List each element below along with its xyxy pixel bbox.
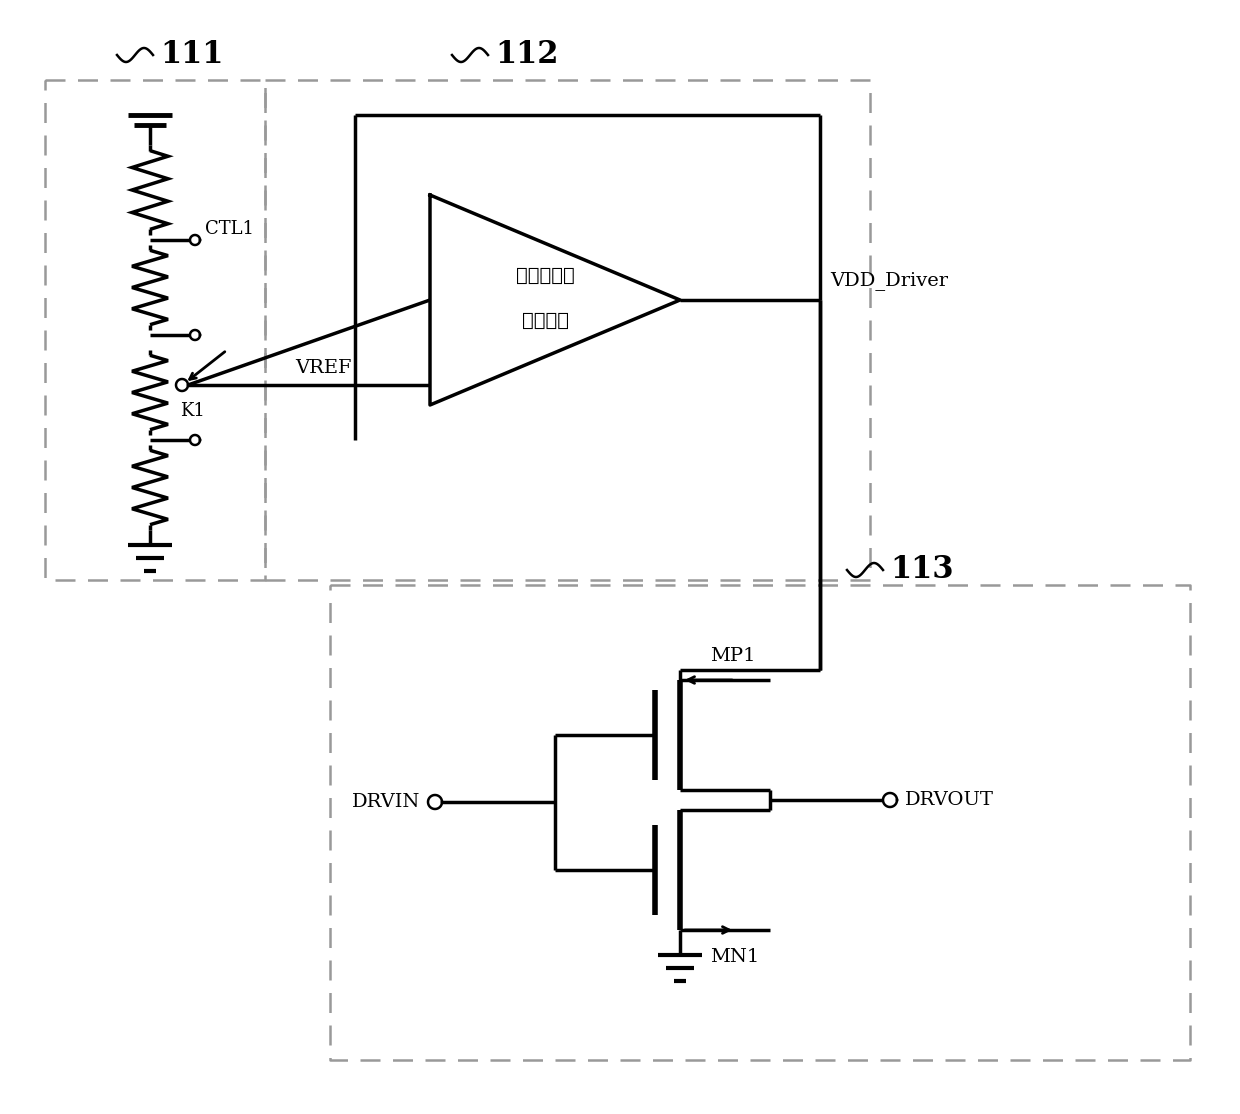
Text: MP1: MP1 xyxy=(711,647,755,665)
Text: MN1: MN1 xyxy=(711,948,759,966)
Text: 低压差线性: 低压差线性 xyxy=(516,265,574,284)
Polygon shape xyxy=(190,330,200,340)
Polygon shape xyxy=(883,793,897,807)
Text: K1: K1 xyxy=(180,402,205,420)
Polygon shape xyxy=(176,379,188,391)
Text: VDD_Driver: VDD_Driver xyxy=(830,271,949,290)
Text: 113: 113 xyxy=(890,554,954,585)
Text: 稳压模块: 稳压模块 xyxy=(522,311,568,330)
Text: 111: 111 xyxy=(160,39,223,70)
Text: DRVOUT: DRVOUT xyxy=(905,791,994,809)
Text: CTL1: CTL1 xyxy=(205,219,254,238)
Text: DRVIN: DRVIN xyxy=(352,793,420,811)
Polygon shape xyxy=(190,235,200,245)
Text: VREF: VREF xyxy=(295,359,351,377)
Polygon shape xyxy=(190,434,200,444)
Text: 112: 112 xyxy=(495,39,558,70)
Polygon shape xyxy=(428,795,441,809)
